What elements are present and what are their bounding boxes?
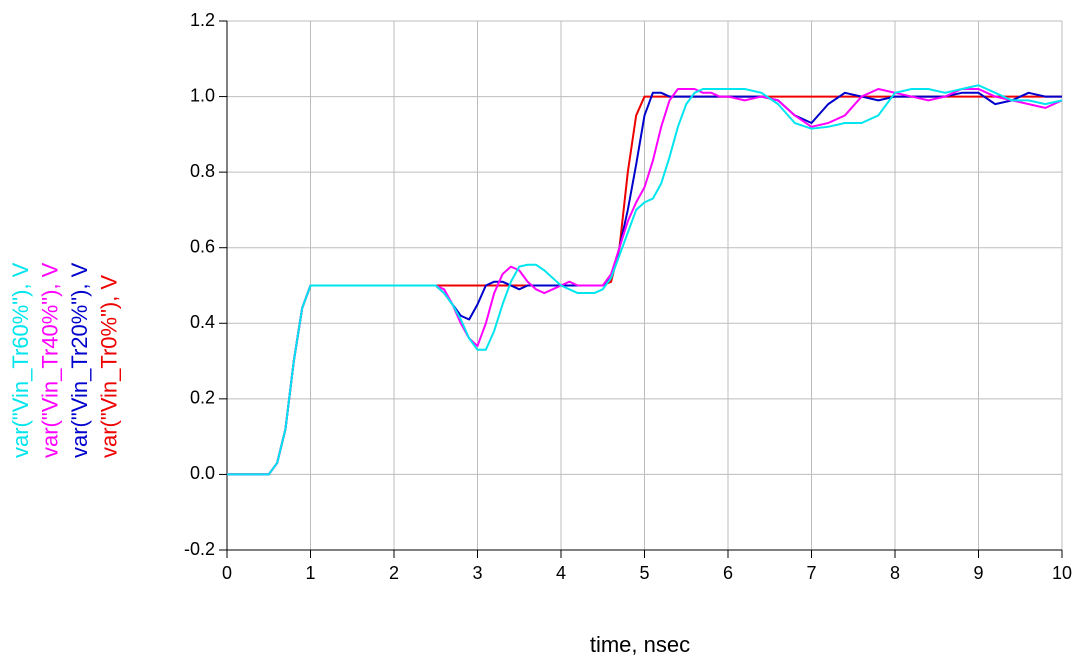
y-tick-label: 1.2 <box>190 10 215 30</box>
y-tick-label: 0.8 <box>190 161 215 181</box>
y-tick-label: 0.6 <box>190 236 215 256</box>
series-line <box>227 91 1062 476</box>
legend-entry: var("Vin_Tr40%"), V <box>37 262 62 458</box>
x-tick-label: 5 <box>639 563 649 583</box>
x-tick-label: 8 <box>890 563 900 583</box>
x-tick-label: 2 <box>389 563 399 583</box>
x-tick-label: 10 <box>1052 563 1072 583</box>
y-tick-label: 0.0 <box>190 463 215 483</box>
legend-entry: var("Vin_Tr0%"), V <box>96 275 121 458</box>
x-tick-label: 4 <box>556 563 566 583</box>
x-tick-label: 6 <box>723 563 733 583</box>
y-tick-label: -0.2 <box>184 539 215 559</box>
x-tick-label: 3 <box>472 563 482 583</box>
y-tick-label: 1.0 <box>190 85 215 105</box>
series-line <box>227 88 1063 476</box>
y-tick-label: 0.4 <box>190 312 215 332</box>
legend-entry: var("Vin_Tr20%"), V <box>67 262 92 458</box>
x-tick-label: 7 <box>806 563 816 583</box>
x-tick-label: 9 <box>973 563 983 583</box>
y-tick-label: 0.2 <box>190 388 215 408</box>
x-tick-label: 0 <box>222 563 232 583</box>
series-line <box>227 95 1062 476</box>
x-tick-label: 1 <box>305 563 315 583</box>
legend-entry: var("Vin_Tr60%"), V <box>8 262 33 458</box>
series-line <box>227 84 1063 476</box>
x-axis-title: time, nsec <box>590 632 690 657</box>
